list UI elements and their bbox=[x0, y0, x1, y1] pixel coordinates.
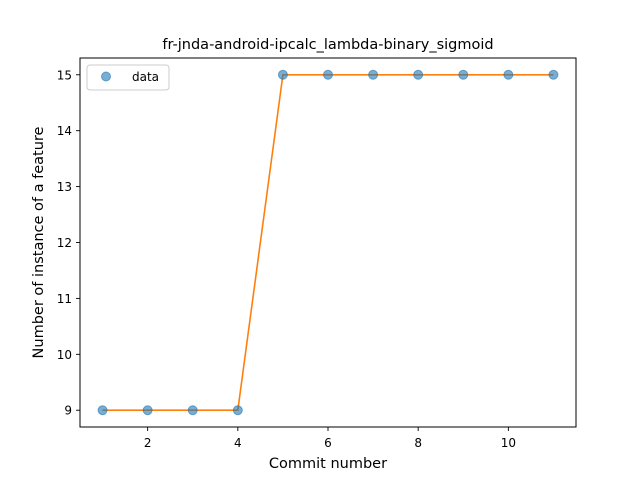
ticks-layer: 2 4 6 8 10 9 10 11 12 13 14 15 bbox=[57, 68, 516, 450]
y-tick-label: 9 bbox=[64, 404, 72, 418]
chart-title: fr-jnda-android-ipcalc_lambda-binary_sig… bbox=[162, 37, 493, 53]
x-axis-label: Commit number bbox=[269, 456, 387, 472]
y-tick-label: 11 bbox=[57, 292, 72, 306]
legend-label-data: data bbox=[132, 70, 159, 84]
x-tick-label: 2 bbox=[144, 436, 152, 450]
y-tick-label: 10 bbox=[57, 348, 72, 362]
y-tick-label: 14 bbox=[57, 124, 72, 138]
data-point bbox=[548, 69, 559, 80]
data-point bbox=[232, 405, 243, 416]
plot-frame bbox=[79, 57, 577, 428]
data-point bbox=[503, 69, 514, 80]
data-point bbox=[323, 69, 333, 80]
y-tick-label: 12 bbox=[57, 236, 72, 250]
x-tick-label: 6 bbox=[324, 436, 332, 450]
plot-area bbox=[80, 58, 576, 427]
legend-box bbox=[86, 64, 170, 91]
y-tick-label: 13 bbox=[57, 180, 72, 194]
data-point bbox=[413, 69, 424, 80]
y-tick-label: 15 bbox=[57, 68, 72, 82]
data-point bbox=[142, 405, 153, 416]
y-axis-label: Number of instance of a feature bbox=[31, 126, 47, 358]
x-tick-label: 8 bbox=[414, 436, 422, 450]
marks-layer bbox=[97, 69, 559, 416]
legend-marker-data bbox=[101, 71, 111, 82]
data-point bbox=[458, 69, 469, 80]
data-point bbox=[277, 69, 288, 80]
legend: data bbox=[86, 64, 170, 91]
data-point bbox=[368, 69, 379, 80]
data-point bbox=[187, 405, 198, 416]
data-point bbox=[97, 405, 108, 416]
x-tick-label: 10 bbox=[501, 436, 516, 450]
x-tick-label: 4 bbox=[234, 436, 242, 450]
